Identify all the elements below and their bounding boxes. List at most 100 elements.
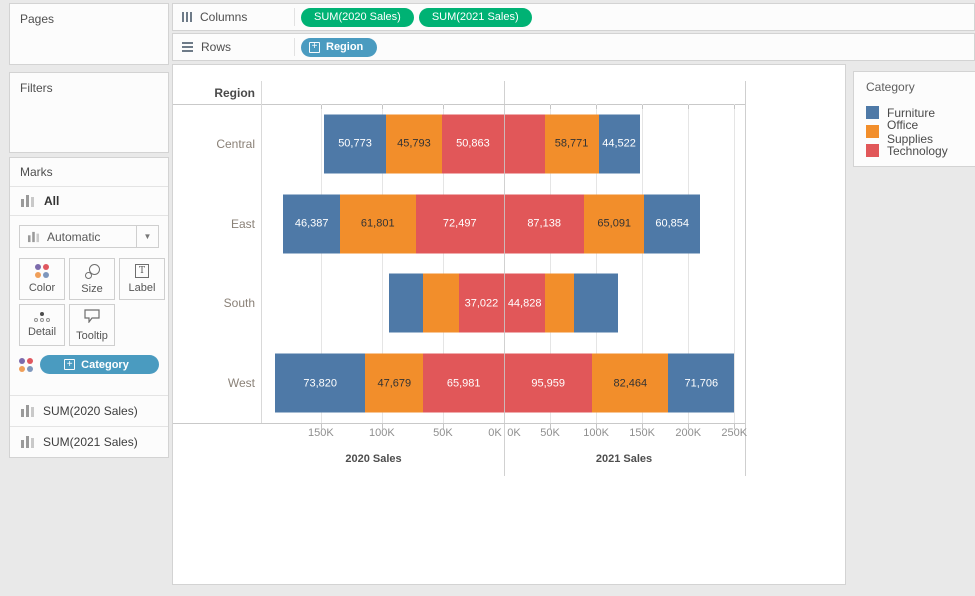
legend-item-furniture[interactable]: Furniture xyxy=(866,103,963,122)
bar-segment[interactable]: 71,706 xyxy=(668,353,735,413)
bar-segment[interactable]: 72,497 xyxy=(415,194,504,254)
marks-card-title: Marks xyxy=(10,158,168,187)
gridline xyxy=(442,104,444,423)
label-button-label: Label xyxy=(128,282,156,294)
plot-right-border xyxy=(745,81,746,476)
pill-sum-2021-sales[interactable]: SUM(2021 Sales) xyxy=(418,7,532,27)
bar-segment[interactable]: 46,387 xyxy=(283,194,340,254)
bar-segment[interactable] xyxy=(574,273,618,333)
expand-plus-icon[interactable]: + xyxy=(64,359,76,370)
chart-row-central: 50,773 45,793 50,863 58,771 44,522 xyxy=(261,104,745,184)
office-supplies-color-swatch xyxy=(866,125,879,138)
bar-segment[interactable]: 44,522 xyxy=(598,114,640,174)
mark-type-dropdown[interactable]: Automatic ▼ xyxy=(19,225,159,248)
bar-segment[interactable]: 37,022 xyxy=(458,273,504,333)
chart-row-west: 73,820 47,679 65,981 95,959 82,464 71,706 xyxy=(261,343,745,423)
gridline xyxy=(642,104,644,423)
axis-tick-mark xyxy=(550,424,552,429)
chevron-down-icon[interactable]: ▼ xyxy=(136,226,158,247)
axis-tick-label: 150K xyxy=(307,427,334,439)
marks-measure-row-2020[interactable]: SUM(2020 Sales) xyxy=(10,395,168,426)
bar-segment[interactable]: 44,828 xyxy=(504,273,546,333)
row-label-south[interactable]: South xyxy=(223,296,255,311)
columns-icon xyxy=(182,12,192,22)
pill-sum-2020-sales[interactable]: SUM(2020 Sales) xyxy=(301,7,414,27)
marks-all-row[interactable]: All xyxy=(10,187,168,216)
bar-2020-south: 37,022 xyxy=(261,273,504,333)
legend-item-label: Furniture xyxy=(887,105,936,120)
bar-segment[interactable] xyxy=(504,114,545,174)
row-label-east[interactable]: East xyxy=(230,216,255,231)
detail-button[interactable]: Detail xyxy=(19,304,65,346)
color-button-label: Color xyxy=(28,282,56,294)
legend-item-label: Office Supplies xyxy=(887,117,934,146)
worksheet-canvas: Region Central East South West 50,773 45,793… xyxy=(172,64,846,585)
row-labels: Central East South West xyxy=(173,104,255,423)
label-button[interactable]: T Label xyxy=(119,258,165,300)
expand-plus-icon[interactable]: + xyxy=(309,41,320,53)
axis-title-2021-sales[interactable]: 2021 Sales xyxy=(595,453,653,465)
tooltip-button[interactable]: Tooltip xyxy=(69,304,115,346)
category-color-pill[interactable]: + Category xyxy=(40,355,159,374)
row-header-region[interactable]: Region xyxy=(214,86,255,100)
bar-segment[interactable]: 58,771 xyxy=(544,114,599,174)
row-label-west[interactable]: West xyxy=(227,376,255,391)
bar-segment[interactable] xyxy=(545,273,575,333)
pages-shelf[interactable]: Pages xyxy=(9,3,169,65)
rows-shelf[interactable]: Rows + Region xyxy=(172,33,975,61)
shelf-divider xyxy=(294,8,295,26)
legend-item-office-supplies[interactable]: Office Supplies xyxy=(866,118,963,146)
measure-row-label: SUM(2021 Sales) xyxy=(43,435,138,449)
gridline xyxy=(734,104,736,423)
color-button[interactable]: Color xyxy=(19,258,65,300)
bar-2021-east: 87,138 65,091 60,854 xyxy=(504,194,745,254)
legend-item-technology[interactable]: Technology xyxy=(866,141,963,160)
axis-tick-label: 0K xyxy=(488,427,502,439)
bar-2020-west: 73,820 47,679 65,981 xyxy=(261,353,504,413)
legend-item-label: Technology xyxy=(887,143,948,158)
category-pill-label: Category xyxy=(81,358,129,371)
tooltip-button-label: Tooltip xyxy=(76,329,108,342)
axis-tick-label: 200K xyxy=(675,427,702,439)
marks-all-label: All xyxy=(44,194,60,208)
size-button[interactable]: Size xyxy=(69,258,115,300)
axis-tick-mark xyxy=(320,424,322,429)
bar-2021-central: 58,771 44,522 xyxy=(504,114,745,174)
bar-segment[interactable]: 82,464 xyxy=(592,353,669,413)
bar-segment[interactable]: 50,773 xyxy=(324,114,387,174)
color-legend-dots-icon xyxy=(19,357,33,372)
marks-card: Marks All Automatic ▼ Color Size T Label… xyxy=(9,157,169,458)
axis-tick-mark xyxy=(550,105,552,109)
bar-segment[interactable] xyxy=(388,273,424,333)
axis-tick-mark xyxy=(688,424,690,429)
region-pill-label: Region xyxy=(326,41,364,53)
rows-shelf-label: Rows xyxy=(201,40,232,54)
bar-segment[interactable]: 95,959 xyxy=(504,353,593,413)
axis-title-2020-sales[interactable]: 2020 Sales xyxy=(345,453,402,465)
axis-tick-label: 100K xyxy=(369,427,395,439)
chart-row-east: 46,387 61,801 72,497 87,138 65,091 60,854 xyxy=(261,184,745,264)
axis-tick-mark xyxy=(381,424,383,429)
filters-shelf[interactable]: Filters xyxy=(9,72,169,153)
axis-tick-label: 50K xyxy=(433,427,453,439)
bar-segment[interactable]: 60,854 xyxy=(644,194,701,254)
pill-region[interactable]: + Region xyxy=(301,37,378,57)
bar-segment[interactable]: 45,793 xyxy=(386,114,442,174)
bar-segment[interactable]: 61,801 xyxy=(340,194,416,254)
size-button-label: Size xyxy=(81,282,103,295)
axis-tick-label: 250K xyxy=(721,427,748,439)
bar-segment[interactable] xyxy=(423,273,459,333)
bar-segment[interactable]: 87,138 xyxy=(504,194,585,254)
row-label-central[interactable]: Central xyxy=(216,136,255,151)
bar-segment[interactable]: 50,863 xyxy=(441,114,504,174)
bar-chart-icon xyxy=(21,195,34,207)
bar-segment[interactable]: 65,091 xyxy=(584,194,645,254)
bar-segment[interactable]: 47,679 xyxy=(365,353,424,413)
columns-shelf[interactable]: Columns SUM(2020 Sales) SUM(2021 Sales) xyxy=(172,3,975,31)
bar-segment[interactable]: 73,820 xyxy=(275,353,366,413)
color-legend-card[interactable]: Category Furniture Office Supplies Techn… xyxy=(853,71,975,167)
diverging-bar-chart: 50,773 45,793 50,863 58,771 44,522 46,387 61,8… xyxy=(261,104,745,423)
marks-measure-row-2021[interactable]: SUM(2021 Sales) xyxy=(10,426,168,457)
header-divider-line xyxy=(173,104,745,105)
bar-segment[interactable]: 65,981 xyxy=(423,353,504,413)
